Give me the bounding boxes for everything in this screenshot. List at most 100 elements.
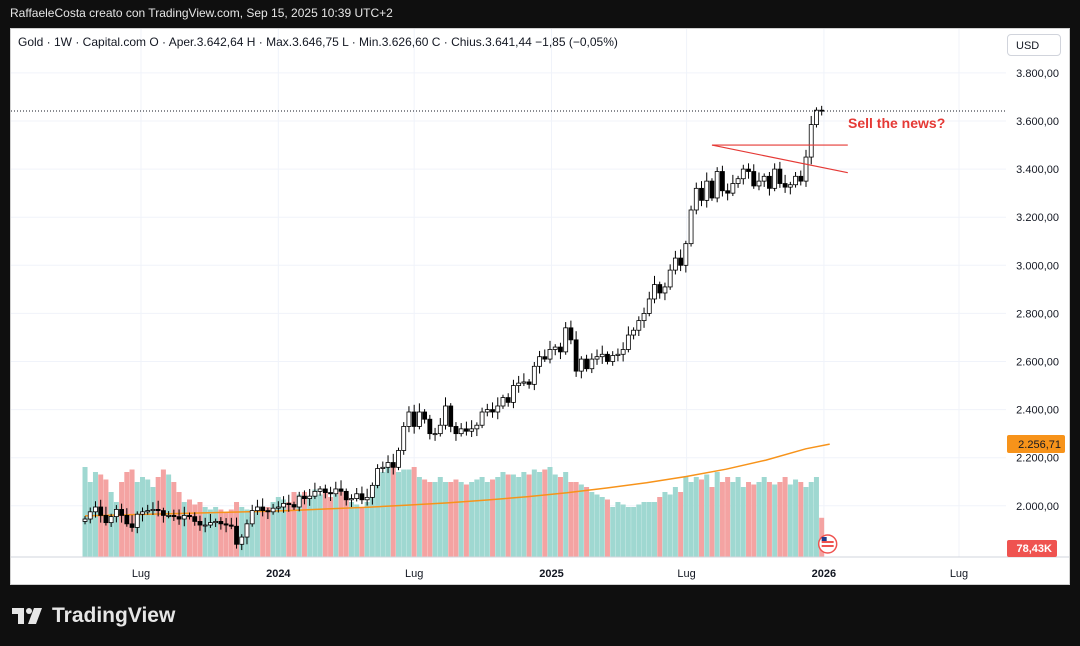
candle-down: [286, 502, 292, 505]
volume-bar: [338, 492, 344, 557]
candle-up: [432, 433, 438, 436]
y-tick-label: 2.200,00: [1016, 453, 1059, 465]
currency-button[interactable]: USD: [1007, 34, 1061, 56]
volume-bar: [390, 464, 396, 557]
volume-bar: [798, 482, 804, 557]
candle-up: [312, 490, 318, 497]
volume-bar: [113, 502, 119, 557]
candle-down: [798, 175, 804, 182]
candle-up: [636, 320, 642, 331]
candle-up: [641, 312, 647, 322]
candle-up: [511, 385, 516, 403]
candle-up: [270, 507, 276, 513]
volume-bar: [213, 507, 219, 557]
candle-down: [767, 175, 772, 189]
volume-bar: [552, 474, 558, 557]
candle-down: [390, 462, 396, 468]
candle-down: [197, 521, 203, 526]
candle-down: [359, 493, 365, 501]
volume-bar: [730, 482, 736, 557]
volume-bar: [484, 482, 490, 557]
candle-up: [375, 468, 380, 486]
volume-bar: [380, 472, 386, 557]
volume-bar: [667, 494, 673, 557]
candle-down: [657, 284, 663, 294]
volume-bar: [317, 494, 323, 557]
volume-bar: [683, 477, 689, 557]
candles: [82, 105, 825, 551]
candle-down: [343, 490, 349, 501]
volume-bar: [604, 499, 610, 557]
candle-down: [782, 183, 788, 188]
volume-bar: [678, 492, 684, 557]
candle-up: [249, 510, 255, 525]
candle-down: [124, 515, 130, 525]
volume-bar: [422, 479, 428, 557]
candle-up: [93, 506, 98, 513]
candle-down: [427, 418, 433, 435]
candle-up: [82, 518, 88, 522]
volume-bar: [589, 492, 595, 557]
candle-up: [239, 536, 245, 545]
volume-bar: [296, 494, 302, 557]
volume-bar: [573, 482, 579, 557]
candle-up: [704, 180, 710, 201]
volume-bar: [145, 479, 151, 557]
y-tick-label: 2.400,00: [1016, 405, 1059, 417]
volume-bar: [406, 469, 412, 557]
candle-up: [693, 187, 699, 211]
volume-bar: [192, 504, 198, 557]
us-flag-canton: [821, 537, 827, 541]
candle-up: [521, 381, 527, 384]
candle-down: [464, 428, 469, 432]
trendline: [711, 144, 848, 174]
candle-up: [787, 184, 793, 188]
volume-bar: [777, 482, 783, 557]
candle-down: [129, 523, 135, 528]
volume-bar: [228, 509, 234, 557]
candle-down: [699, 187, 704, 201]
candle-down: [155, 509, 161, 512]
candle-down: [411, 411, 417, 427]
volume-bar: [568, 482, 574, 557]
volume-bar: [793, 479, 799, 557]
candle-up: [479, 411, 485, 426]
candle-down: [584, 358, 589, 370]
candle-up: [134, 513, 140, 528]
moving-average: [84, 443, 830, 517]
us-flag-stripe: [821, 545, 834, 547]
candle-up: [772, 168, 778, 189]
price-chart[interactable]: 3.800,00 3.600,00 3.400,00 3.200,00 3.000,00…: [11, 29, 1069, 584]
volume-bar: [557, 477, 563, 557]
x-tick-label: Lug: [677, 568, 695, 580]
volume-bar: [500, 472, 506, 557]
candle-up: [150, 509, 156, 512]
volume-bar: [756, 482, 762, 557]
candle-up: [662, 286, 668, 294]
candle-down: [187, 515, 192, 518]
volume-bar: [270, 502, 276, 557]
y-tick-label: 3.800,00: [1016, 68, 1059, 80]
candle-up: [307, 495, 313, 499]
volume-bar: [563, 472, 569, 557]
candle-up: [108, 516, 114, 524]
chart-pane[interactable]: 3.800,00 3.600,00 3.400,00 3.200,00 3.000,00…: [10, 28, 1070, 585]
candle-up: [500, 397, 506, 407]
x-tick-label: Lug: [950, 568, 968, 580]
candle-up: [317, 488, 323, 492]
volume-bar: [291, 492, 297, 557]
candle-up: [181, 515, 187, 520]
candle-down: [751, 171, 757, 187]
candle-down: [678, 257, 684, 266]
volume-bar: [714, 472, 720, 557]
candle-down: [218, 521, 224, 525]
volume-bar: [746, 482, 752, 557]
candle-up: [380, 466, 386, 469]
candle-up: [87, 511, 93, 520]
candle-down: [291, 504, 297, 508]
candle-up: [646, 298, 652, 314]
volume-bar: [594, 494, 600, 557]
candle-down: [302, 495, 307, 499]
volume-bar: [740, 487, 746, 557]
candle-down: [605, 353, 610, 362]
